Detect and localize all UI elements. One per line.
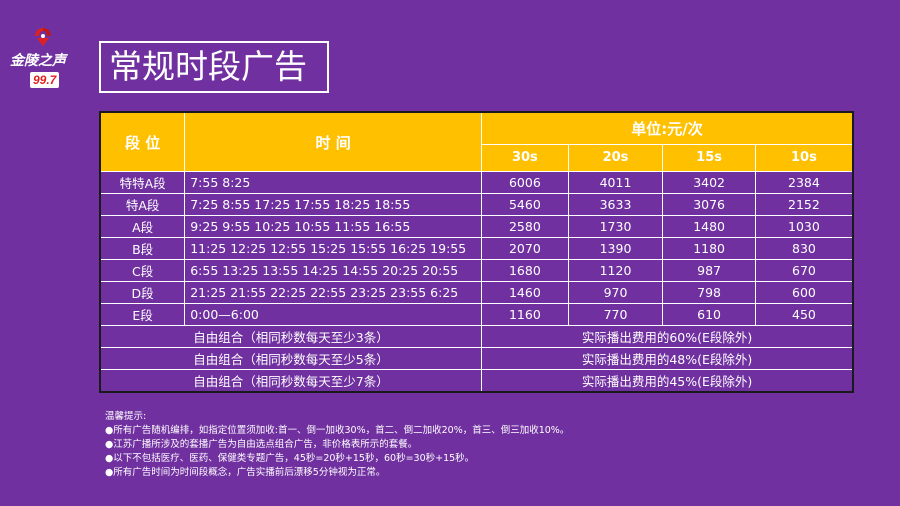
table-row: A段 9:25 9:55 10:25 10:55 11:55 16:55 258… <box>99 215 854 238</box>
price-cell: 1120 <box>567 259 664 282</box>
price-cell: 830 <box>754 237 854 260</box>
page-title: 常规时段广告 <box>99 41 329 93</box>
table-row: D段 21:25 21:55 22:25 22:55 23:25 23:55 6… <box>99 281 854 304</box>
combo-rate: 实际播出费用的48%(E段除外) <box>481 347 854 370</box>
header-segment: 段 位 <box>99 111 186 172</box>
header-row: 段 位 时 间 单位:元/次 <box>99 111 854 172</box>
price-cell: 450 <box>754 303 854 326</box>
note-item: ●以下不包括医疗、医药、保健类专题广告，45秒=20秒+15秒，60秒=30秒+… <box>105 453 475 464</box>
price-cell: 3402 <box>662 171 756 194</box>
price-cell: 670 <box>754 259 854 282</box>
header-duration: 30s <box>481 143 569 173</box>
segment-cell: 特特A段 <box>99 171 186 194</box>
header-duration: 15s <box>662 143 756 173</box>
table-row: 特特A段 7:55 8:25 6006 4011 3402 2384 <box>99 171 854 194</box>
segment-cell: B段 <box>99 237 186 260</box>
price-cell: 1460 <box>481 281 569 304</box>
time-cell: 21:25 21:55 22:25 22:55 23:25 23:55 6:25 <box>184 281 483 304</box>
time-cell: 6:55 13:25 13:55 14:25 14:55 20:25 20:55 <box>184 259 483 282</box>
price-cell: 1730 <box>567 215 664 238</box>
price-cell: 987 <box>662 259 756 282</box>
header-duration: 10s <box>754 143 854 173</box>
header-unit: 单位:元/次 <box>481 111 854 145</box>
station-logo: 金陵之声 99.7 <box>10 26 70 98</box>
time-cell: 7:55 8:25 <box>184 171 483 194</box>
note-item: ●所有广告时间为时间段概念，广告实播前后漂移5分钟视为正常。 <box>105 467 386 478</box>
price-cell: 4011 <box>567 171 664 194</box>
price-cell: 1480 <box>662 215 756 238</box>
notes-heading: 温馨提示: <box>105 411 147 422</box>
price-cell: 2580 <box>481 215 569 238</box>
rate-table: 段 位 时 间 单位:元/次 30s 20s 15s 10s 特特A段 7:55… <box>99 111 854 393</box>
time-cell: 7:25 8:55 17:25 17:55 18:25 18:55 <box>184 193 483 216</box>
combo-rate: 实际播出费用的45%(E段除外) <box>481 369 854 393</box>
table-row: E段 0:00—6:00 1160 770 610 450 <box>99 303 854 326</box>
table-row: 特A段 7:25 8:55 17:25 17:55 18:25 18:55 54… <box>99 193 854 216</box>
price-cell: 610 <box>662 303 756 326</box>
price-cell: 1030 <box>754 215 854 238</box>
segment-cell: 特A段 <box>99 193 186 216</box>
time-cell: 11:25 12:25 12:55 15:25 15:55 16:25 19:5… <box>184 237 483 260</box>
logo-frequency: 99.7 <box>30 72 60 88</box>
price-cell: 1160 <box>481 303 569 326</box>
table-row: C段 6:55 13:25 13:55 14:25 14:55 20:25 20… <box>99 259 854 282</box>
combo-rate: 实际播出费用的60%(E段除外) <box>481 325 854 348</box>
price-cell: 2384 <box>754 171 854 194</box>
combo-row: 自由组合（相同秒数每天至少3条） 实际播出费用的60%(E段除外) <box>99 325 854 348</box>
price-cell: 2152 <box>754 193 854 216</box>
price-cell: 3076 <box>662 193 756 216</box>
note-item: ●江苏广播所涉及的套播广告为自由选点组合广告，非价格表所示的套餐。 <box>105 439 418 450</box>
header-time: 时 间 <box>184 111 483 172</box>
combo-label: 自由组合（相同秒数每天至少3条） <box>99 325 483 348</box>
price-cell: 2070 <box>481 237 569 260</box>
segment-cell: E段 <box>99 303 186 326</box>
radio-emblem-icon <box>35 28 51 46</box>
time-cell: 0:00—6:00 <box>184 303 483 326</box>
segment-cell: A段 <box>99 215 186 238</box>
price-cell: 6006 <box>481 171 569 194</box>
price-cell: 3633 <box>567 193 664 216</box>
combo-label: 自由组合（相同秒数每天至少5条） <box>99 347 483 370</box>
time-cell: 9:25 9:55 10:25 10:55 11:55 16:55 <box>184 215 483 238</box>
combo-row: 自由组合（相同秒数每天至少7条） 实际播出费用的45%(E段除外) <box>99 369 854 393</box>
header-duration: 20s <box>567 143 664 173</box>
price-cell: 798 <box>662 281 756 304</box>
price-cell: 970 <box>567 281 664 304</box>
segment-cell: C段 <box>99 259 186 282</box>
combo-row: 自由组合（相同秒数每天至少5条） 实际播出费用的48%(E段除外) <box>99 347 854 370</box>
logo-name: 金陵之声 <box>10 53 66 69</box>
price-cell: 1680 <box>481 259 569 282</box>
price-cell: 770 <box>567 303 664 326</box>
header-duration-row: 30s 20s 15s 10s <box>100 143 854 173</box>
price-cell: 1180 <box>662 237 756 260</box>
price-cell: 5460 <box>481 193 569 216</box>
note-item: ●所有广告随机编排，如指定位置须加收:首一、倒一加收30%，首二、倒二加收20%… <box>105 425 570 436</box>
combo-label: 自由组合（相同秒数每天至少7条） <box>99 369 483 393</box>
segment-cell: D段 <box>99 281 186 304</box>
notes: 温馨提示: ●所有广告随机编排，如指定位置须加收:首一、倒一加收30%，首二、倒… <box>105 410 865 480</box>
price-cell: 600 <box>754 281 854 304</box>
price-cell: 1390 <box>567 237 664 260</box>
table-row: B段 11:25 12:25 12:55 15:25 15:55 16:25 1… <box>99 237 854 260</box>
